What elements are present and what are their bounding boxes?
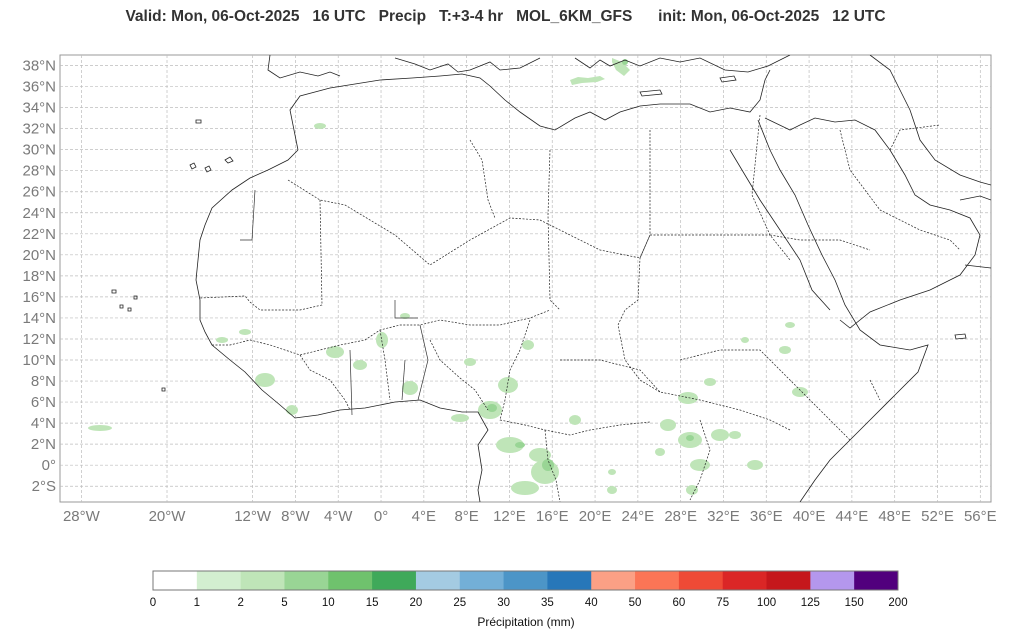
lon-tick-label: 8°W [281, 508, 310, 525]
lat-tick-label: 22°N [22, 226, 56, 243]
country-borders-solid [240, 189, 429, 416]
colorbar-swatch [810, 571, 855, 590]
colorbar-swatch [240, 571, 285, 590]
coastlines [111, 55, 991, 502]
lat-tick-label: 8°N [31, 373, 56, 390]
colorbar-level-label: 150 [845, 597, 864, 609]
longitude-labels: 28°W 20°W 12°W 8°W 4°W 0° 4°E 8°E 12°E 16°E 20°E 24… [63, 508, 997, 525]
lat-tick-label: 10°N [22, 352, 56, 369]
colorbar-frame [152, 570, 899, 591]
lon-tick-label: 4°W [324, 508, 353, 525]
lat-tick-label: 32°N [22, 121, 56, 138]
colorbar-swatch [459, 571, 505, 590]
lon-tick-label: 8°E [454, 508, 478, 525]
map-title: Valid: Mon, 06-Oct-2025 16 UTC Precip T:… [125, 8, 886, 25]
colorbar-level-label: 25 [453, 597, 466, 609]
colorbar-level-label: 1 [194, 597, 200, 609]
latitude-labels: 38°N 36°N 34°N 32°N 30°N 28°N 26°N 24°N 22°N 20°N… [22, 58, 56, 496]
lon-tick-label: 28°W [63, 508, 101, 525]
colorbar-swatch [678, 571, 724, 590]
lon-tick-label: 20°E [579, 508, 612, 525]
colorbar-level-label: 40 [585, 597, 598, 609]
colorbar-level-label: 100 [757, 597, 776, 609]
colorbar-swatch [284, 571, 329, 590]
colorbar-level-label: 10 [322, 597, 335, 609]
colorbar-level-label: 5 [281, 597, 287, 609]
colorbar-level-label: 35 [541, 597, 554, 609]
lat-tick-label: 4°N [31, 415, 56, 432]
colorbar-swatch [415, 571, 461, 590]
lat-tick-label: 14°N [22, 310, 56, 327]
colorbar-swatch [722, 571, 768, 590]
colorbar-level-label: 20 [410, 597, 423, 609]
colorbar-swatch [854, 571, 899, 590]
lat-tick-label: 28°N [22, 163, 56, 180]
lon-tick-label: 12°W [234, 508, 272, 525]
colorbar-swatch [328, 571, 373, 590]
colorbar-title: Précipitation (mm) [477, 615, 574, 629]
lon-tick-label: 0° [374, 508, 388, 525]
colorbar-swatch [153, 571, 198, 590]
country-borders [199, 114, 961, 502]
lon-tick-label: 44°E [836, 508, 869, 525]
lat-tick-label: 38°N [22, 58, 56, 75]
lat-tick-label: 2°S [32, 478, 56, 495]
lon-tick-label: 52°E [921, 508, 954, 525]
colorbar-level-label: 15 [366, 597, 379, 609]
colorbar-level-label: 0 [150, 597, 156, 609]
lon-tick-label: 12°E [493, 508, 526, 525]
colorbar-swatch [372, 571, 417, 590]
lat-tick-label: 36°N [22, 79, 56, 96]
lon-tick-label: 20°W [149, 508, 187, 525]
lat-tick-label: 24°N [22, 205, 56, 222]
colorbar-level-label: 2 [237, 597, 243, 609]
graticule [60, 55, 991, 502]
map-frame [59, 54, 992, 503]
lat-tick-label: 12°N [22, 331, 56, 348]
lat-tick-label: 30°N [22, 142, 56, 159]
lat-tick-label: 18°N [22, 268, 56, 285]
lon-tick-label: 48°E [878, 508, 911, 525]
colorbar-level-label: 60 [672, 597, 685, 609]
colorbar-level-label: 125 [801, 597, 820, 609]
lon-tick-label: 4°E [412, 508, 436, 525]
colorbar-level-label: 200 [888, 597, 907, 609]
colorbar-swatch [503, 571, 548, 590]
lon-tick-label: 28°E [664, 508, 697, 525]
lat-tick-label: 34°N [22, 100, 56, 117]
colorbar-level-label: 50 [629, 597, 642, 609]
precip-areas [88, 58, 808, 495]
lat-tick-label: 2°N [31, 436, 56, 453]
lon-tick-label: 56°E [964, 508, 997, 525]
colorbar-swatch [635, 571, 680, 590]
colorbar [152, 570, 899, 591]
lon-tick-label: 40°E [793, 508, 826, 525]
lat-tick-label: 0° [42, 457, 56, 474]
colorbar-level-label: 30 [497, 597, 510, 609]
lon-tick-label: 24°E [622, 508, 655, 525]
colorbar-swatch [196, 571, 242, 590]
lat-tick-label: 20°N [22, 247, 56, 264]
colorbar-level-label: 75 [716, 597, 729, 609]
lat-tick-label: 26°N [22, 184, 56, 201]
lat-tick-label: 16°N [22, 289, 56, 306]
colorbar-swatch [547, 571, 592, 590]
lon-tick-label: 36°E [750, 508, 783, 525]
colorbar-swatch [591, 571, 636, 590]
colorbar-swatch [766, 571, 811, 590]
lon-tick-label: 32°E [707, 508, 740, 525]
colorbar-labels: 0 1 2 5 10 15 20 25 30 35 40 50 60 75 100 125 150 200 [150, 597, 908, 609]
lat-tick-label: 6°N [31, 394, 56, 411]
lon-tick-label: 16°E [536, 508, 569, 525]
